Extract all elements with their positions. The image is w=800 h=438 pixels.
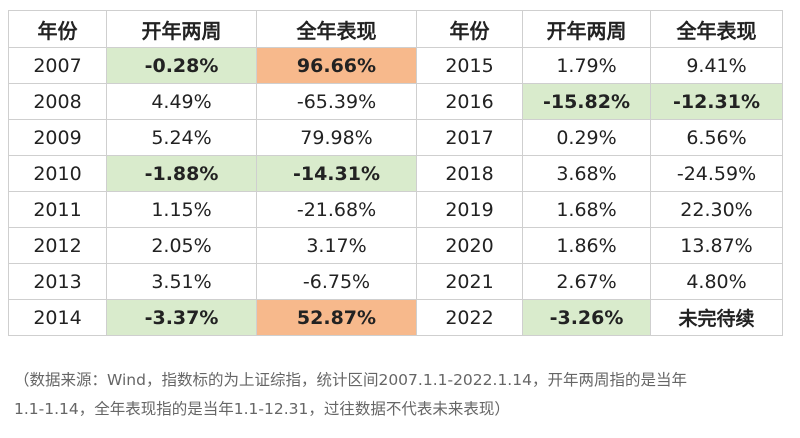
first-two-weeks-cell: -1.88% (106, 155, 257, 192)
year-cell: 2017 (416, 119, 523, 156)
year-cell: 2007 (8, 47, 107, 84)
first-two-weeks-cell: 3.68% (522, 155, 651, 192)
full-year-cell: 52.87% (256, 299, 417, 336)
table-row: 2009 5.24% 79.98% 2017 0.29% 6.56% (8, 119, 783, 156)
full-year-cell: 未完待续 (650, 299, 783, 336)
full-year-cell: -6.75% (256, 263, 417, 300)
year-cell: 2011 (8, 191, 107, 228)
first-two-weeks-cell: 5.24% (106, 119, 257, 156)
source-note-line: 1.1-1.14，全年表现指的是当年1.1-12.31，过往数据不代表未来表现） (14, 400, 510, 418)
first-two-weeks-cell: -0.28% (106, 47, 257, 84)
header-first-two-weeks-right: 开年两周 (522, 10, 651, 48)
full-year-cell: 4.80% (650, 263, 783, 300)
full-year-cell: -24.59% (650, 155, 783, 192)
first-two-weeks-cell: 2.67% (522, 263, 651, 300)
source-note: （数据来源：Wind，指数标的为上证综指，统计区间2007.1.1-2022.1… (14, 366, 794, 424)
table-row: 2008 4.49% -65.39% 2016 -15.82% -12.31% (8, 83, 783, 120)
year-cell: 2009 (8, 119, 107, 156)
year-cell: 2016 (416, 83, 523, 120)
table-row: 2014 -3.37% 52.87% 2022 -3.26% 未完待续 (8, 299, 783, 336)
full-year-cell: -21.68% (256, 191, 417, 228)
year-cell: 2012 (8, 227, 107, 264)
first-two-weeks-cell: -3.26% (522, 299, 651, 336)
header-year-right: 年份 (416, 10, 523, 48)
first-two-weeks-cell: -3.37% (106, 299, 257, 336)
full-year-cell: 9.41% (650, 47, 783, 84)
year-cell: 2020 (416, 227, 523, 264)
first-two-weeks-cell: -15.82% (522, 83, 651, 120)
year-cell: 2008 (8, 83, 107, 120)
header-full-year-left: 全年表现 (256, 10, 417, 48)
year-cell: 2022 (416, 299, 523, 336)
first-two-weeks-cell: 2.05% (106, 227, 257, 264)
table-row: 2012 2.05% 3.17% 2020 1.86% 13.87% (8, 227, 783, 264)
year-cell: 2019 (416, 191, 523, 228)
year-cell: 2013 (8, 263, 107, 300)
header-year-left: 年份 (8, 10, 107, 48)
header-first-two-weeks-left: 开年两周 (106, 10, 257, 48)
table-row: 2007 -0.28% 96.66% 2015 1.79% 9.41% (8, 47, 783, 84)
performance-table: 年份 开年两周 全年表现 年份 开年两周 全年表现 2007 -0.28% 96… (8, 10, 783, 336)
year-cell: 2010 (8, 155, 107, 192)
first-two-weeks-cell: 1.79% (522, 47, 651, 84)
year-cell: 2014 (8, 299, 107, 336)
full-year-cell: 13.87% (650, 227, 783, 264)
full-year-cell: -14.31% (256, 155, 417, 192)
year-cell: 2018 (416, 155, 523, 192)
full-year-cell: 6.56% (650, 119, 783, 156)
first-two-weeks-cell: 0.29% (522, 119, 651, 156)
full-year-cell: 3.17% (256, 227, 417, 264)
first-two-weeks-cell: 4.49% (106, 83, 257, 120)
first-two-weeks-cell: 1.68% (522, 191, 651, 228)
table-row: 2010 -1.88% -14.31% 2018 3.68% -24.59% (8, 155, 783, 192)
header-full-year-right: 全年表现 (650, 10, 783, 48)
first-two-weeks-cell: 3.51% (106, 263, 257, 300)
year-cell: 2015 (416, 47, 523, 84)
full-year-cell: 96.66% (256, 47, 417, 84)
first-two-weeks-cell: 1.15% (106, 191, 257, 228)
first-two-weeks-cell: 1.86% (522, 227, 651, 264)
year-cell: 2021 (416, 263, 523, 300)
table-row: 2013 3.51% -6.75% 2021 2.67% 4.80% (8, 263, 783, 300)
table-row: 2011 1.15% -21.68% 2019 1.68% 22.30% (8, 191, 783, 228)
full-year-cell: 79.98% (256, 119, 417, 156)
source-note-line: （数据来源：Wind，指数标的为上证综指，统计区间2007.1.1-2022.1… (14, 371, 687, 389)
full-year-cell: -65.39% (256, 83, 417, 120)
full-year-cell: -12.31% (650, 83, 783, 120)
header-row: 年份 开年两周 全年表现 年份 开年两周 全年表现 (8, 10, 783, 48)
full-year-cell: 22.30% (650, 191, 783, 228)
